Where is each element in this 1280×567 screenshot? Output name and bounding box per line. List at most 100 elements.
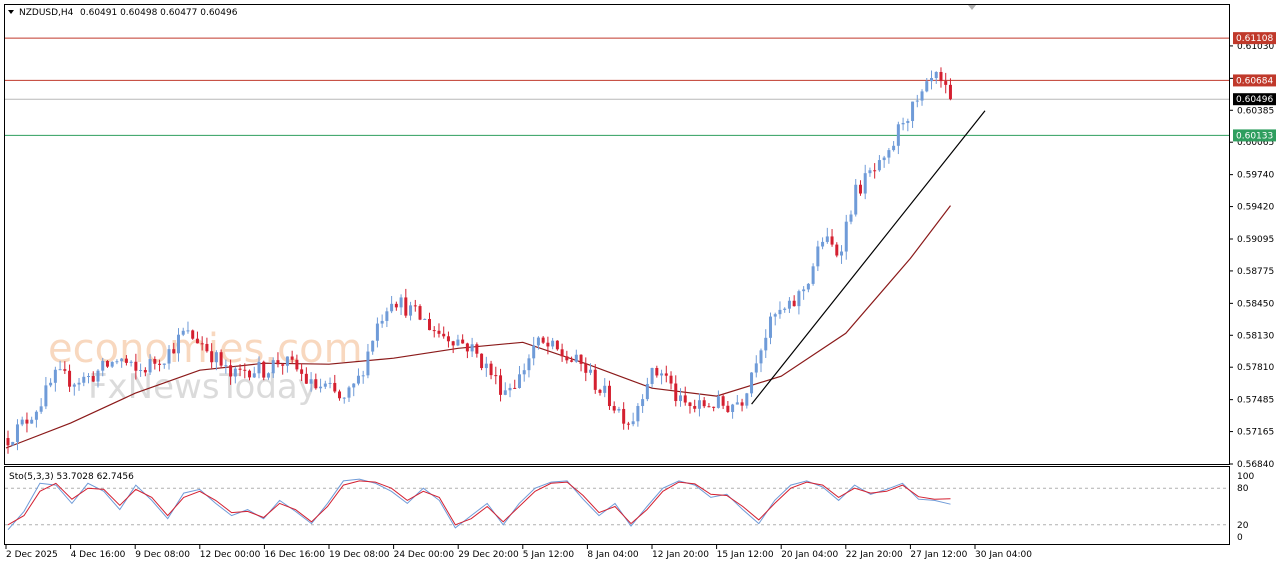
candle-body — [418, 306, 422, 320]
candle-body — [20, 419, 24, 425]
candle-body — [470, 344, 474, 352]
candle-body — [77, 382, 81, 385]
candle-body — [333, 382, 337, 392]
candle-body — [181, 330, 185, 335]
candle-body — [835, 244, 839, 256]
candle-body — [693, 406, 697, 409]
time-axis: 2 Dec 2025 4 Dec 16:00 9 Dec 08:00 12 Dec 0… — [5, 545, 1032, 560]
candle-body — [641, 399, 645, 407]
trendline-line — [751, 110, 986, 405]
level-tag-label: 0.60133 — [1236, 131, 1273, 141]
price-tick-label: 0.59420 — [1237, 203, 1274, 213]
time-tick-label: 16 Dec 16:00 — [264, 550, 325, 560]
sto-signal-line — [7, 480, 951, 526]
candle-body — [858, 184, 862, 194]
candle-body — [257, 361, 261, 374]
candle-body — [238, 368, 242, 370]
candle-body — [811, 266, 815, 284]
candle-body — [49, 382, 53, 386]
candle-body — [68, 370, 72, 387]
candle-body — [631, 421, 635, 425]
candle-body — [830, 236, 834, 245]
candle-body — [925, 81, 929, 92]
candle-body — [480, 353, 484, 369]
candle-body — [617, 408, 621, 411]
candle-body — [15, 424, 19, 442]
candle-body — [96, 370, 100, 382]
candle-body — [366, 351, 370, 376]
candle-body — [896, 124, 900, 146]
trendline[interactable] — [751, 110, 986, 405]
price-tick-label: 0.56840 — [1237, 460, 1274, 470]
candle-body — [622, 408, 626, 424]
candle-body — [276, 360, 280, 365]
candle-body — [721, 396, 725, 406]
candle-body — [191, 330, 195, 339]
candle-body — [58, 369, 62, 371]
level-tag-resistance — [1233, 32, 1276, 45]
candle-body — [934, 71, 938, 79]
candle-body — [589, 369, 593, 373]
candle-body — [347, 387, 351, 398]
candle-body — [304, 373, 308, 384]
candle-body — [309, 379, 313, 384]
candle-body — [806, 283, 810, 290]
level-tag-support — [1233, 129, 1276, 142]
candle-body — [636, 406, 640, 422]
candle-body — [195, 338, 199, 344]
candle-body — [712, 406, 716, 408]
triangle-down-icon[interactable] — [8, 10, 14, 14]
price-tick-label: 0.57165 — [1237, 428, 1274, 438]
candle-body — [920, 91, 924, 101]
price-tick-label: 0.57810 — [1237, 363, 1274, 373]
candle-body — [110, 362, 114, 367]
candle-body — [399, 297, 403, 308]
candle-body — [442, 333, 446, 337]
candle-body — [650, 367, 654, 384]
candle-body — [840, 251, 844, 256]
watermark-economies: economies.com — [48, 326, 363, 372]
level-price-tags: 0.61108 0.60684 0.60496 0.60133 — [1233, 32, 1276, 142]
candle-body — [944, 81, 948, 85]
candle-body — [792, 300, 796, 307]
candle-body — [731, 404, 735, 412]
candle-body — [394, 303, 398, 308]
time-tick-label: 5 Jan 12:00 — [523, 550, 575, 560]
candle-body — [674, 383, 678, 402]
candle-body — [323, 383, 327, 387]
candle-body — [465, 343, 469, 352]
candle-body — [205, 343, 209, 352]
candle-body — [522, 370, 526, 375]
candle-body — [745, 393, 749, 406]
candle-body — [380, 320, 384, 324]
time-tick-label: 4 Dec 16:00 — [71, 550, 126, 560]
candle-body — [248, 370, 252, 378]
candle-body — [683, 395, 687, 403]
time-tick-label: 2 Dec 2025 — [6, 550, 58, 560]
candle-body — [849, 214, 853, 222]
candle-body — [432, 330, 436, 332]
candle-body — [328, 382, 332, 384]
candle-body — [773, 314, 777, 317]
candle-body — [660, 373, 664, 376]
candle-body — [134, 361, 138, 371]
candle-body — [503, 390, 507, 395]
candle-body — [783, 308, 787, 310]
candle-body — [158, 363, 162, 365]
chart-shift-marker[interactable] — [968, 5, 976, 10]
candle-body — [105, 360, 109, 367]
candle-body — [877, 160, 881, 171]
sto-level-label: 80 — [1237, 484, 1249, 494]
candle-body — [427, 318, 431, 331]
candle-body — [356, 375, 360, 384]
price-tick-label: 0.57485 — [1237, 396, 1274, 406]
candle-body — [375, 323, 379, 341]
candle-body — [314, 379, 318, 389]
candle-body — [285, 356, 289, 366]
candle-body — [437, 330, 441, 334]
watermark-fxnewstoday: FxNewsToday — [88, 367, 318, 407]
level-tag-current — [1233, 93, 1276, 106]
candle-body — [825, 236, 829, 242]
candle-body — [754, 363, 758, 373]
